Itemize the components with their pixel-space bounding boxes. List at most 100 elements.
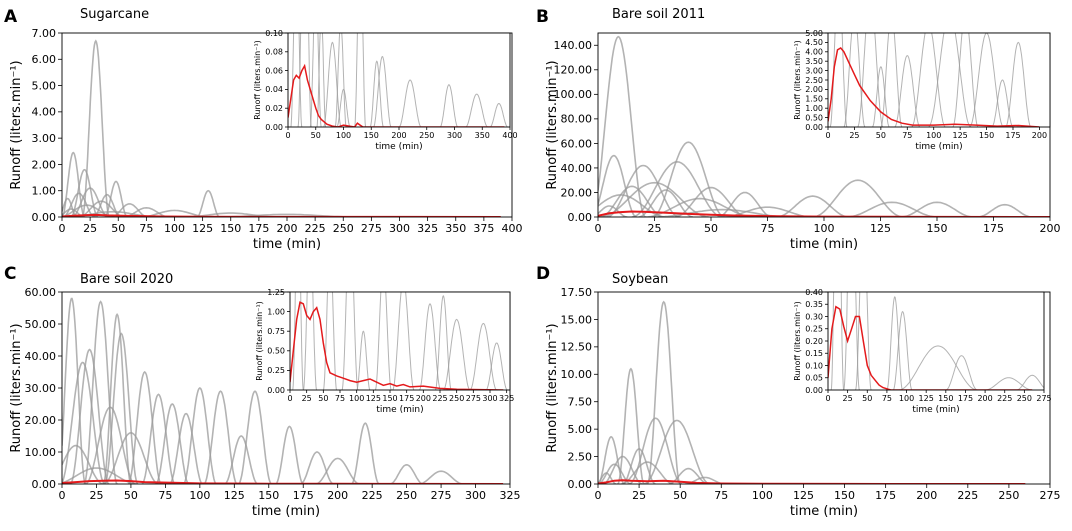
inset-xtick-label: 175 [399, 394, 414, 403]
inset-ytick-label: 1.00 [805, 104, 823, 113]
main-xtick-label: 275 [431, 489, 452, 502]
inset-event-curve [302, 292, 318, 390]
main-event-curve [102, 313, 132, 484]
main-event-curve [71, 187, 109, 217]
main-ytick-label: 60.00 [561, 137, 593, 150]
inset-xtick-label: 350 [475, 131, 490, 140]
main-event-curve [812, 179, 904, 217]
inset-ytick-label: 0.04 [265, 85, 283, 94]
inset-event-curve [485, 342, 508, 390]
inset-xtick-label: 50 [318, 394, 328, 403]
inset-xtick-label: 225 [432, 394, 447, 403]
main-xtick-label: 50 [111, 222, 125, 235]
main-event-curve [62, 361, 106, 484]
inset-xtick-label: 200 [977, 394, 992, 403]
main-ytick-label: 20.00 [25, 414, 57, 427]
inset-x-axis-label: time (min) [912, 405, 959, 415]
inset-ytick-label: 5.00 [805, 29, 823, 38]
main-event-curve [104, 332, 139, 484]
inset-event-curve [945, 355, 978, 390]
inset-event-curve [341, 292, 359, 390]
main-xtick-label: 325 [500, 489, 521, 502]
main-ytick-label: 12.50 [561, 341, 593, 354]
inset-xtick-label: 100 [899, 394, 914, 403]
inset-ytick-label: 0.08 [265, 48, 283, 57]
main-xtick-label: 175 [983, 222, 1004, 235]
main-ytick-label: 4.00 [32, 106, 57, 119]
inset-event-curve [374, 292, 392, 390]
main-xtick-label: 50 [673, 489, 687, 502]
main-ytick-label: 2.50 [568, 450, 593, 463]
inset-xtick-label: 125 [919, 394, 934, 403]
inset-xtick-label: 75 [902, 131, 912, 140]
main-xtick-label: 0 [595, 222, 602, 235]
inset-ytick-label: 0.50 [805, 113, 823, 122]
main-ytick-label: 140.00 [554, 39, 593, 52]
inset-plot-area [288, 33, 510, 127]
main-ytick-label: 0.00 [568, 211, 593, 224]
main-ytick-label: 7.00 [32, 27, 57, 40]
main-xtick-label: 250 [998, 489, 1019, 502]
main-event-curve [111, 203, 148, 217]
main-event-curve [600, 181, 709, 217]
main-event-curve [182, 387, 217, 484]
inset-event-curve [356, 330, 371, 390]
main-event-curve [62, 197, 77, 217]
main-event-curve [977, 203, 1032, 217]
inset-xtick-label: 150 [364, 131, 379, 140]
inset-xtick-label: 325 [499, 394, 514, 403]
main-xtick-label: 225 [957, 489, 978, 502]
inset-mean-line [290, 301, 504, 390]
main-event-curve [598, 35, 646, 217]
inset-ytick-label: 0.00 [267, 386, 285, 395]
main-y-axis-label: Runoff (liters.min⁻¹) [9, 60, 24, 189]
inset-xtick-label: 300 [482, 394, 497, 403]
main-x-axis-label: time (min) [790, 237, 858, 252]
main-ytick-label: 0.00 [568, 478, 593, 491]
inset-event-curve [398, 79, 422, 127]
panel-title: Sugarcane [80, 7, 149, 22]
main-xtick-label: 400 [502, 222, 523, 235]
panel-title: Bare soil 2020 [80, 272, 173, 287]
main-event-curve [155, 403, 190, 484]
inset-xtick-label: 25 [302, 394, 312, 403]
panel-letter: D [536, 264, 550, 284]
main-event-curve [123, 206, 169, 217]
inset-y-axis-label: Runoff (liters.min⁻¹) [253, 40, 262, 120]
main-ytick-label: 80.00 [561, 113, 593, 126]
inset-ytick-label: 0.15 [805, 349, 823, 358]
inset-event-curve [434, 294, 452, 390]
inset-xtick-label: 75 [882, 394, 892, 403]
main-ytick-label: 1.00 [32, 185, 57, 198]
inset-event-curve [991, 79, 1014, 127]
inset-event-curve [928, 33, 971, 127]
main-xtick-label: 125 [192, 222, 213, 235]
inset-ytick-label: 0.35 [805, 300, 823, 309]
inset-event-curve [892, 310, 913, 390]
inset-event-curve [872, 66, 890, 127]
main-ytick-label: 6.00 [32, 53, 57, 66]
inset-xtick-label: 400 [502, 131, 517, 140]
inset-event-curve [898, 345, 978, 390]
main-xtick-label: 75 [761, 222, 775, 235]
inset-event-curve [880, 33, 903, 127]
inset-event-curve [886, 295, 904, 390]
panel-2-inset: 0 25 50 75 100 125 150 175 200 225 250 275 300 325 0.0… [255, 288, 514, 415]
inset-ytick-label: 2.00 [805, 85, 823, 94]
inset-frame [289, 291, 511, 391]
inset-xtick-label: 200 [1032, 131, 1047, 140]
main-frame [597, 291, 1051, 485]
main-xtick-label: 75 [714, 489, 728, 502]
inset-xtick-label: 0 [825, 394, 830, 403]
inset-event-curve [911, 33, 946, 127]
inset-ytick-label: 2.50 [805, 76, 823, 85]
inset-x-axis-label: time (min) [375, 142, 422, 152]
main-event-curve [103, 431, 159, 484]
main-xtick-label: 175 [875, 489, 896, 502]
main-ytick-label: 7.50 [568, 396, 593, 409]
main-xtick-label: 75 [139, 222, 153, 235]
inset-event-curve [489, 102, 508, 127]
main-xtick-label: 0 [595, 489, 602, 502]
inset-event-curve [316, 33, 327, 127]
inset-event-curve [894, 54, 921, 127]
